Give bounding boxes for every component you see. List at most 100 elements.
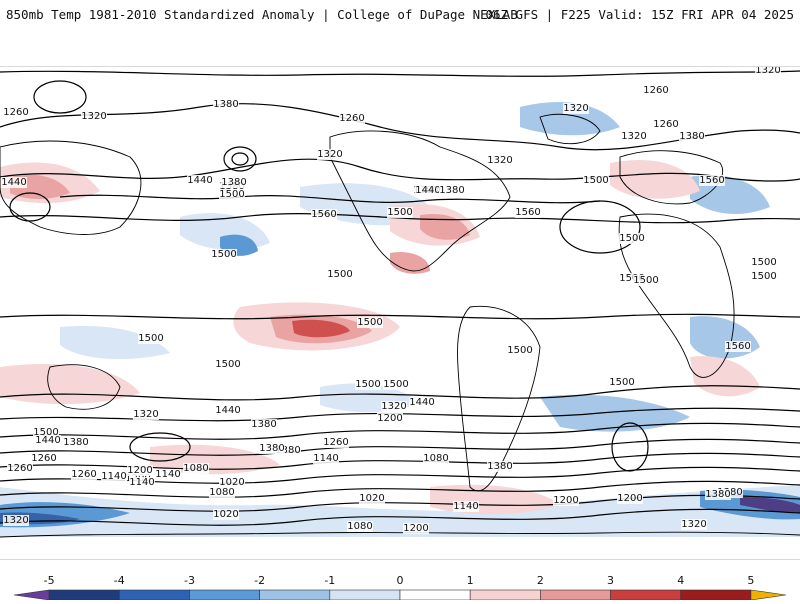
contour-label: 1560 <box>725 341 750 352</box>
contour-label-bg <box>221 177 247 188</box>
contour-label: 1560 <box>515 207 540 218</box>
contour-label-bg <box>187 175 213 186</box>
colorbar-tick-label: 0 <box>397 574 404 587</box>
contour-label: 1200 <box>617 493 642 504</box>
contour-label-bg <box>679 131 705 142</box>
contour-label: 1260 <box>31 453 56 464</box>
colorbar-segment <box>13 589 50 601</box>
contour-closed-low-north <box>33 80 87 114</box>
contour-label-bg <box>213 509 239 520</box>
contour-1020-south <box>0 508 800 526</box>
contour-label-bg <box>7 463 33 474</box>
contour-label: 1320 <box>487 155 512 166</box>
contour-label: 1140 <box>453 501 478 512</box>
coastline-australia <box>47 364 121 410</box>
contour-1380-north <box>0 103 800 151</box>
contour-label-bg <box>3 515 29 526</box>
coastline-north-america <box>329 130 511 272</box>
contour-label-bg <box>183 463 209 474</box>
contour-label-bg <box>155 469 181 480</box>
contour-label-bg <box>621 131 647 142</box>
cool-anomaly-north-atlantic <box>520 101 620 136</box>
contour-label-bg <box>275 445 301 456</box>
contour-label-bg <box>127 465 153 476</box>
contour-label: 1320 <box>563 103 588 114</box>
contour-label-bg <box>359 493 385 504</box>
contour-1320-south <box>0 438 800 456</box>
contour-label-bg <box>383 379 409 390</box>
contour-label: 1140 <box>101 471 126 482</box>
contour-1500-tropics <box>0 313 800 320</box>
contour-label-bg <box>415 185 441 196</box>
warm-anomaly-south-mid <box>0 364 140 405</box>
contour-label-bg <box>209 487 235 498</box>
colorbar-tick-label: -1 <box>324 574 335 587</box>
coastlines <box>0 113 800 538</box>
contour-label-bg <box>751 257 777 268</box>
contour-label-bg <box>423 453 449 464</box>
contour-label-bg <box>583 175 609 186</box>
contour-label: 1440 <box>35 435 60 446</box>
contour-closed-low-asia <box>9 192 51 222</box>
colorbar-segments <box>13 589 787 601</box>
contour-label: 1200 <box>377 413 402 424</box>
contour-label-bg <box>311 209 337 220</box>
contour-label: 1380 <box>259 443 284 454</box>
contour-label-bg <box>33 427 59 438</box>
colorbar-tick-label: -4 <box>114 574 125 587</box>
contour-label: 1560 <box>311 209 336 220</box>
contour-label: 1260 <box>323 437 348 448</box>
contour-label: 1500 <box>507 345 532 356</box>
contour-label: 1380 <box>487 461 512 472</box>
contour-1500-south <box>0 385 800 401</box>
contour-label: 1320 <box>81 111 106 122</box>
coastline-greenland <box>539 113 601 145</box>
cool-anomaly-deep-east <box>740 497 800 513</box>
contour-label-bg <box>507 345 533 356</box>
contour-label: 1320 <box>317 149 342 160</box>
contour-label: 1500 <box>219 189 244 200</box>
contour-label: 1260 <box>653 119 678 130</box>
contour-label-bg <box>129 477 155 488</box>
contour-label-bg <box>35 435 61 446</box>
contour-label-bg <box>515 207 541 218</box>
colorbar-segment <box>399 589 471 601</box>
contour-label-bg <box>653 119 679 130</box>
colorbar-tick-label: -3 <box>184 574 195 587</box>
contour-closed-low-pacific <box>223 146 257 172</box>
colorbar-segment <box>329 589 401 601</box>
contour-label-bg <box>381 401 407 412</box>
contour-label-bg <box>705 489 731 500</box>
contour-label-bg <box>403 523 429 534</box>
contour-label: 1140 <box>313 453 338 464</box>
contour-label: 1320 <box>755 67 780 76</box>
coastline-africa <box>618 213 735 378</box>
contour-label-bg <box>563 103 589 114</box>
contour-label-bg <box>317 149 343 160</box>
contour-label-bg <box>1 177 27 188</box>
contour-label-bg <box>387 207 413 218</box>
contour-closed-low-south-pacific <box>129 432 191 462</box>
colorbar-segment <box>118 589 190 601</box>
colorbar-tick-label: 2 <box>537 574 544 587</box>
contour-label-bg <box>355 379 381 390</box>
contour-label: 1140 <box>155 469 180 480</box>
colorbar-segment <box>680 589 752 601</box>
contour-label: 1500 <box>383 379 408 390</box>
warm-anomaly-tropical-max <box>292 319 350 338</box>
map-svg: 1320 1260 1320 1380 1380 1260 1320 1320 1320 1260… <box>0 67 800 538</box>
contour-label: 1380 <box>251 419 276 430</box>
contour-label: 1140 <box>129 477 154 488</box>
contour-1560-subtropics <box>59 194 601 204</box>
contour-label: 1500 <box>751 257 776 268</box>
cool-anomaly-south-atlantic <box>540 394 690 432</box>
contour-label: 1200 <box>553 495 578 506</box>
contour-label: 1260 <box>7 463 32 474</box>
contour-label-bg <box>215 405 241 416</box>
contour-label-bg <box>619 273 645 284</box>
contour-label-bg <box>31 453 57 464</box>
contour-label: 1080 <box>423 453 448 464</box>
contour-label: 1380 <box>63 437 88 448</box>
contour-label: 1440 <box>415 185 440 196</box>
contour-label: 1500 <box>327 269 352 280</box>
